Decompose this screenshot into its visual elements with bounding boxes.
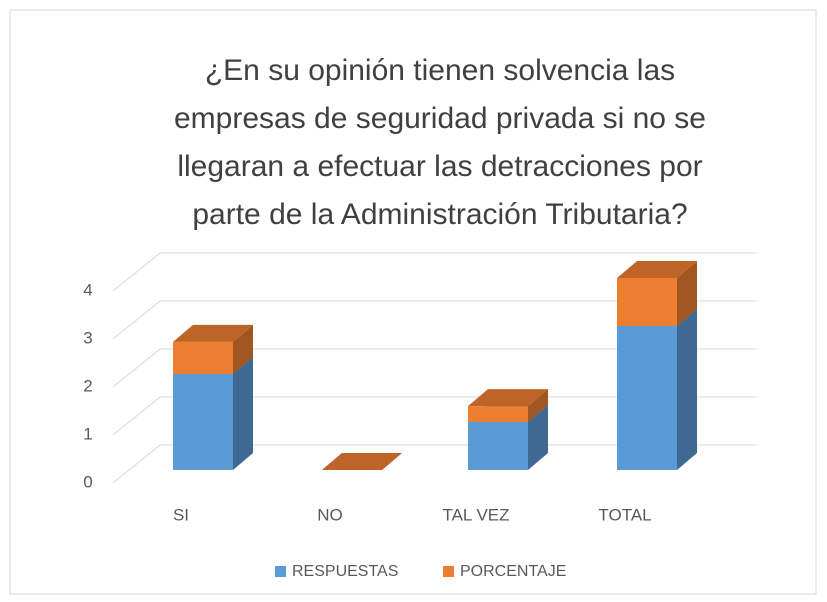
- legend-swatch: [443, 566, 454, 577]
- y-tick-label: 2: [83, 376, 92, 395]
- grid-line: [112, 396, 161, 436]
- bar-top: [173, 324, 253, 342]
- bar-side: [528, 405, 548, 470]
- x-tick-label: TAL VEZ: [442, 505, 509, 524]
- grid-line: [112, 300, 161, 340]
- grid-line: [112, 348, 161, 388]
- y-tick-label: 3: [83, 328, 92, 347]
- bar-front: [617, 278, 677, 326]
- bar-front: [173, 374, 233, 470]
- legend-label: RESPUESTAS: [292, 563, 398, 580]
- x-tick-label: TOTAL: [598, 505, 651, 524]
- x-tick-label: SI: [173, 505, 189, 524]
- bar-top: [322, 453, 402, 470]
- bar-front: [468, 406, 528, 422]
- y-tick-label: 1: [83, 424, 92, 443]
- chart-title: empresas de seguridad privada si no se: [174, 102, 706, 135]
- bar-side: [677, 261, 697, 326]
- legend-label: PORCENTAJE: [460, 563, 566, 580]
- bar-front: [173, 341, 233, 374]
- bar-side: [233, 357, 253, 470]
- chart-title: parte de la Administración Tributaria?: [192, 198, 687, 231]
- bar-side: [677, 309, 697, 470]
- chart-title: llegaran a efectuar las detracciones por: [177, 150, 702, 183]
- chart-title: ¿En su opinión tienen solvencia las: [205, 54, 675, 87]
- bar-top: [468, 389, 548, 407]
- legend-swatch: [275, 566, 286, 577]
- y-tick-label: 0: [83, 472, 92, 491]
- grid-line: [112, 252, 161, 292]
- bar-front: [617, 326, 677, 470]
- bar-side: [233, 324, 253, 374]
- grid-line: [112, 444, 161, 484]
- bar-side: [528, 389, 548, 422]
- bar-front: [468, 422, 528, 470]
- y-tick-label: 4: [83, 280, 92, 299]
- bar-top: [617, 261, 697, 278]
- x-tick-label: NO: [317, 505, 343, 524]
